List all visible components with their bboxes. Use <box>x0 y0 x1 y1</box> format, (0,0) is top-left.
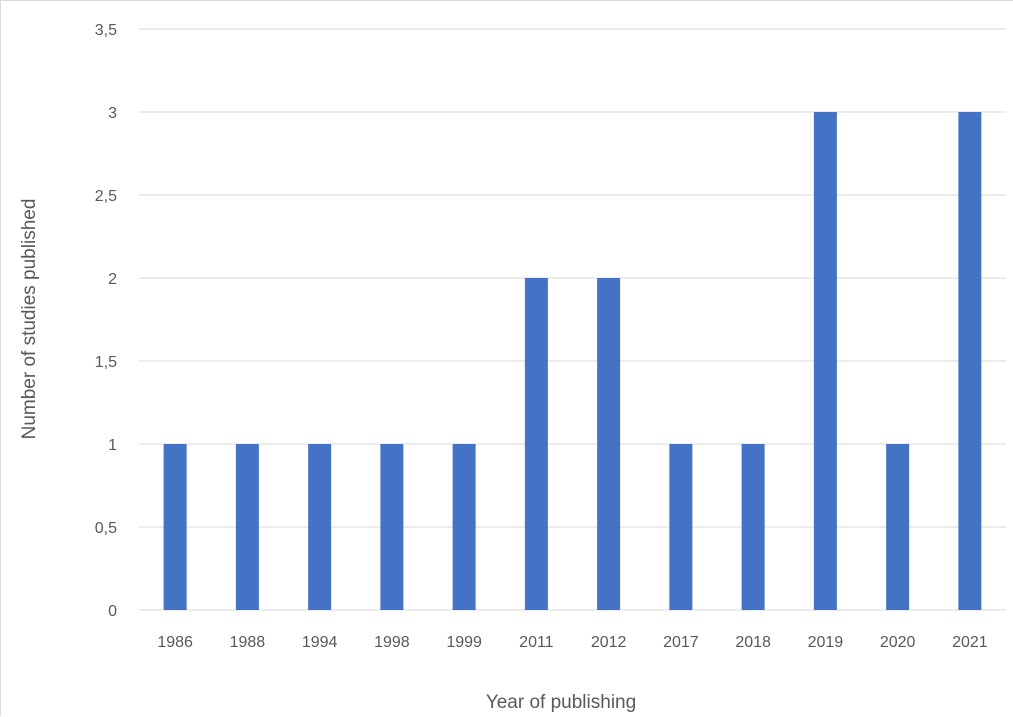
x-tick-label: 2020 <box>880 634 916 651</box>
y-tick-label: 3,5 <box>95 22 117 39</box>
bar-1994 <box>308 444 332 610</box>
y-tick-label: 2,5 <box>95 188 117 205</box>
bar-2019 <box>813 112 837 610</box>
y-tick-label: 0 <box>108 603 117 620</box>
x-axis-ticks: 1986 1988 1994 1998 1999 2011 2012 2017 2018 2019… <box>157 634 987 651</box>
y-tick-label: 1 <box>108 437 117 454</box>
x-tick-label: 2017 <box>663 634 699 651</box>
x-axis-title: Year of publishing <box>486 692 636 713</box>
x-tick-label: 1988 <box>230 634 266 651</box>
x-tick-label: 2019 <box>808 634 844 651</box>
bar-1986 <box>163 444 187 610</box>
x-tick-label: 1994 <box>302 634 338 651</box>
y-axis-ticks: 0 0,5 1 1,5 2 2,5 3 3,5 <box>95 22 117 620</box>
x-tick-label: 1999 <box>446 634 482 651</box>
x-tick-label: 2012 <box>591 634 627 651</box>
bar-1998 <box>380 444 404 610</box>
bar-2020 <box>886 444 910 610</box>
gridlines <box>139 28 1006 611</box>
bar-1999 <box>452 444 476 610</box>
y-tick-label: 2 <box>108 271 117 288</box>
y-axis-title: Number of studies published <box>19 199 40 440</box>
bar-2021 <box>958 112 982 610</box>
y-tick-label: 1,5 <box>95 354 117 371</box>
y-tick-label: 0,5 <box>95 520 117 537</box>
bar-2017 <box>669 444 693 610</box>
x-tick-label: 1986 <box>157 634 193 651</box>
bar-2018 <box>741 444 765 610</box>
x-tick-label: 2018 <box>735 634 771 651</box>
x-tick-label: 2011 <box>519 634 554 651</box>
x-tick-label: 1998 <box>374 634 410 651</box>
bar-2011 <box>524 278 548 610</box>
bar-2012 <box>597 278 621 610</box>
x-tick-label: 2021 <box>952 634 988 651</box>
bar-1988 <box>235 444 259 610</box>
y-tick-label: 3 <box>108 105 117 122</box>
bars <box>163 112 982 610</box>
